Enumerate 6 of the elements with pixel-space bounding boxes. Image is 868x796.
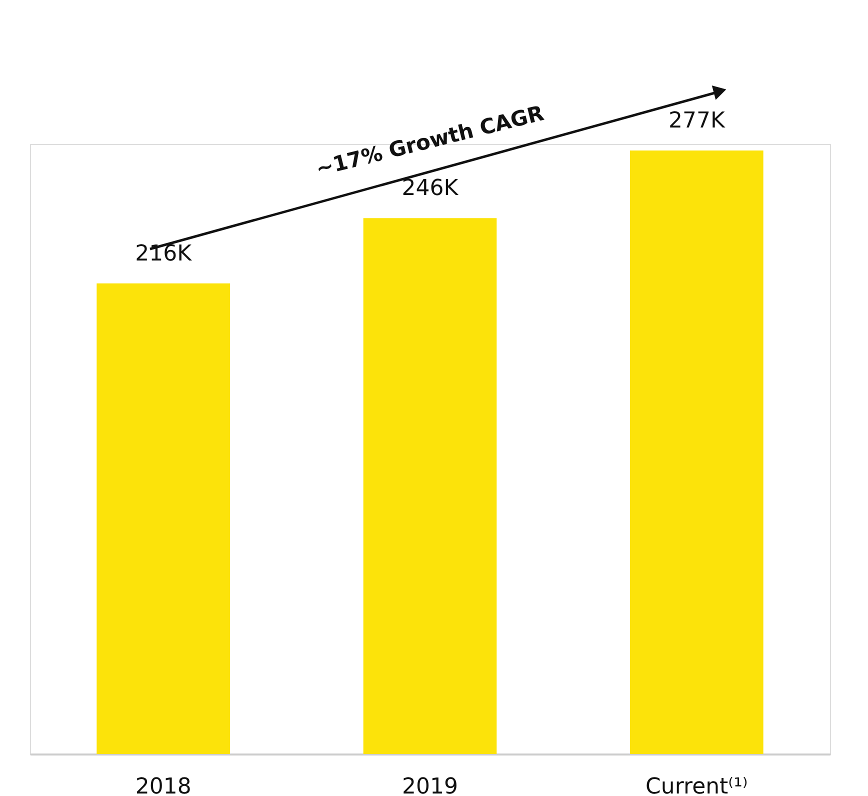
data-label: 246K	[402, 176, 459, 202]
x-tick-label: 2018	[135, 774, 192, 796]
data-label: 216K	[135, 241, 192, 266]
x-tick-label: 2019	[402, 774, 458, 796]
x-tick-label: Current⁽¹⁾	[646, 774, 748, 796]
data-label: 277K	[668, 108, 726, 134]
